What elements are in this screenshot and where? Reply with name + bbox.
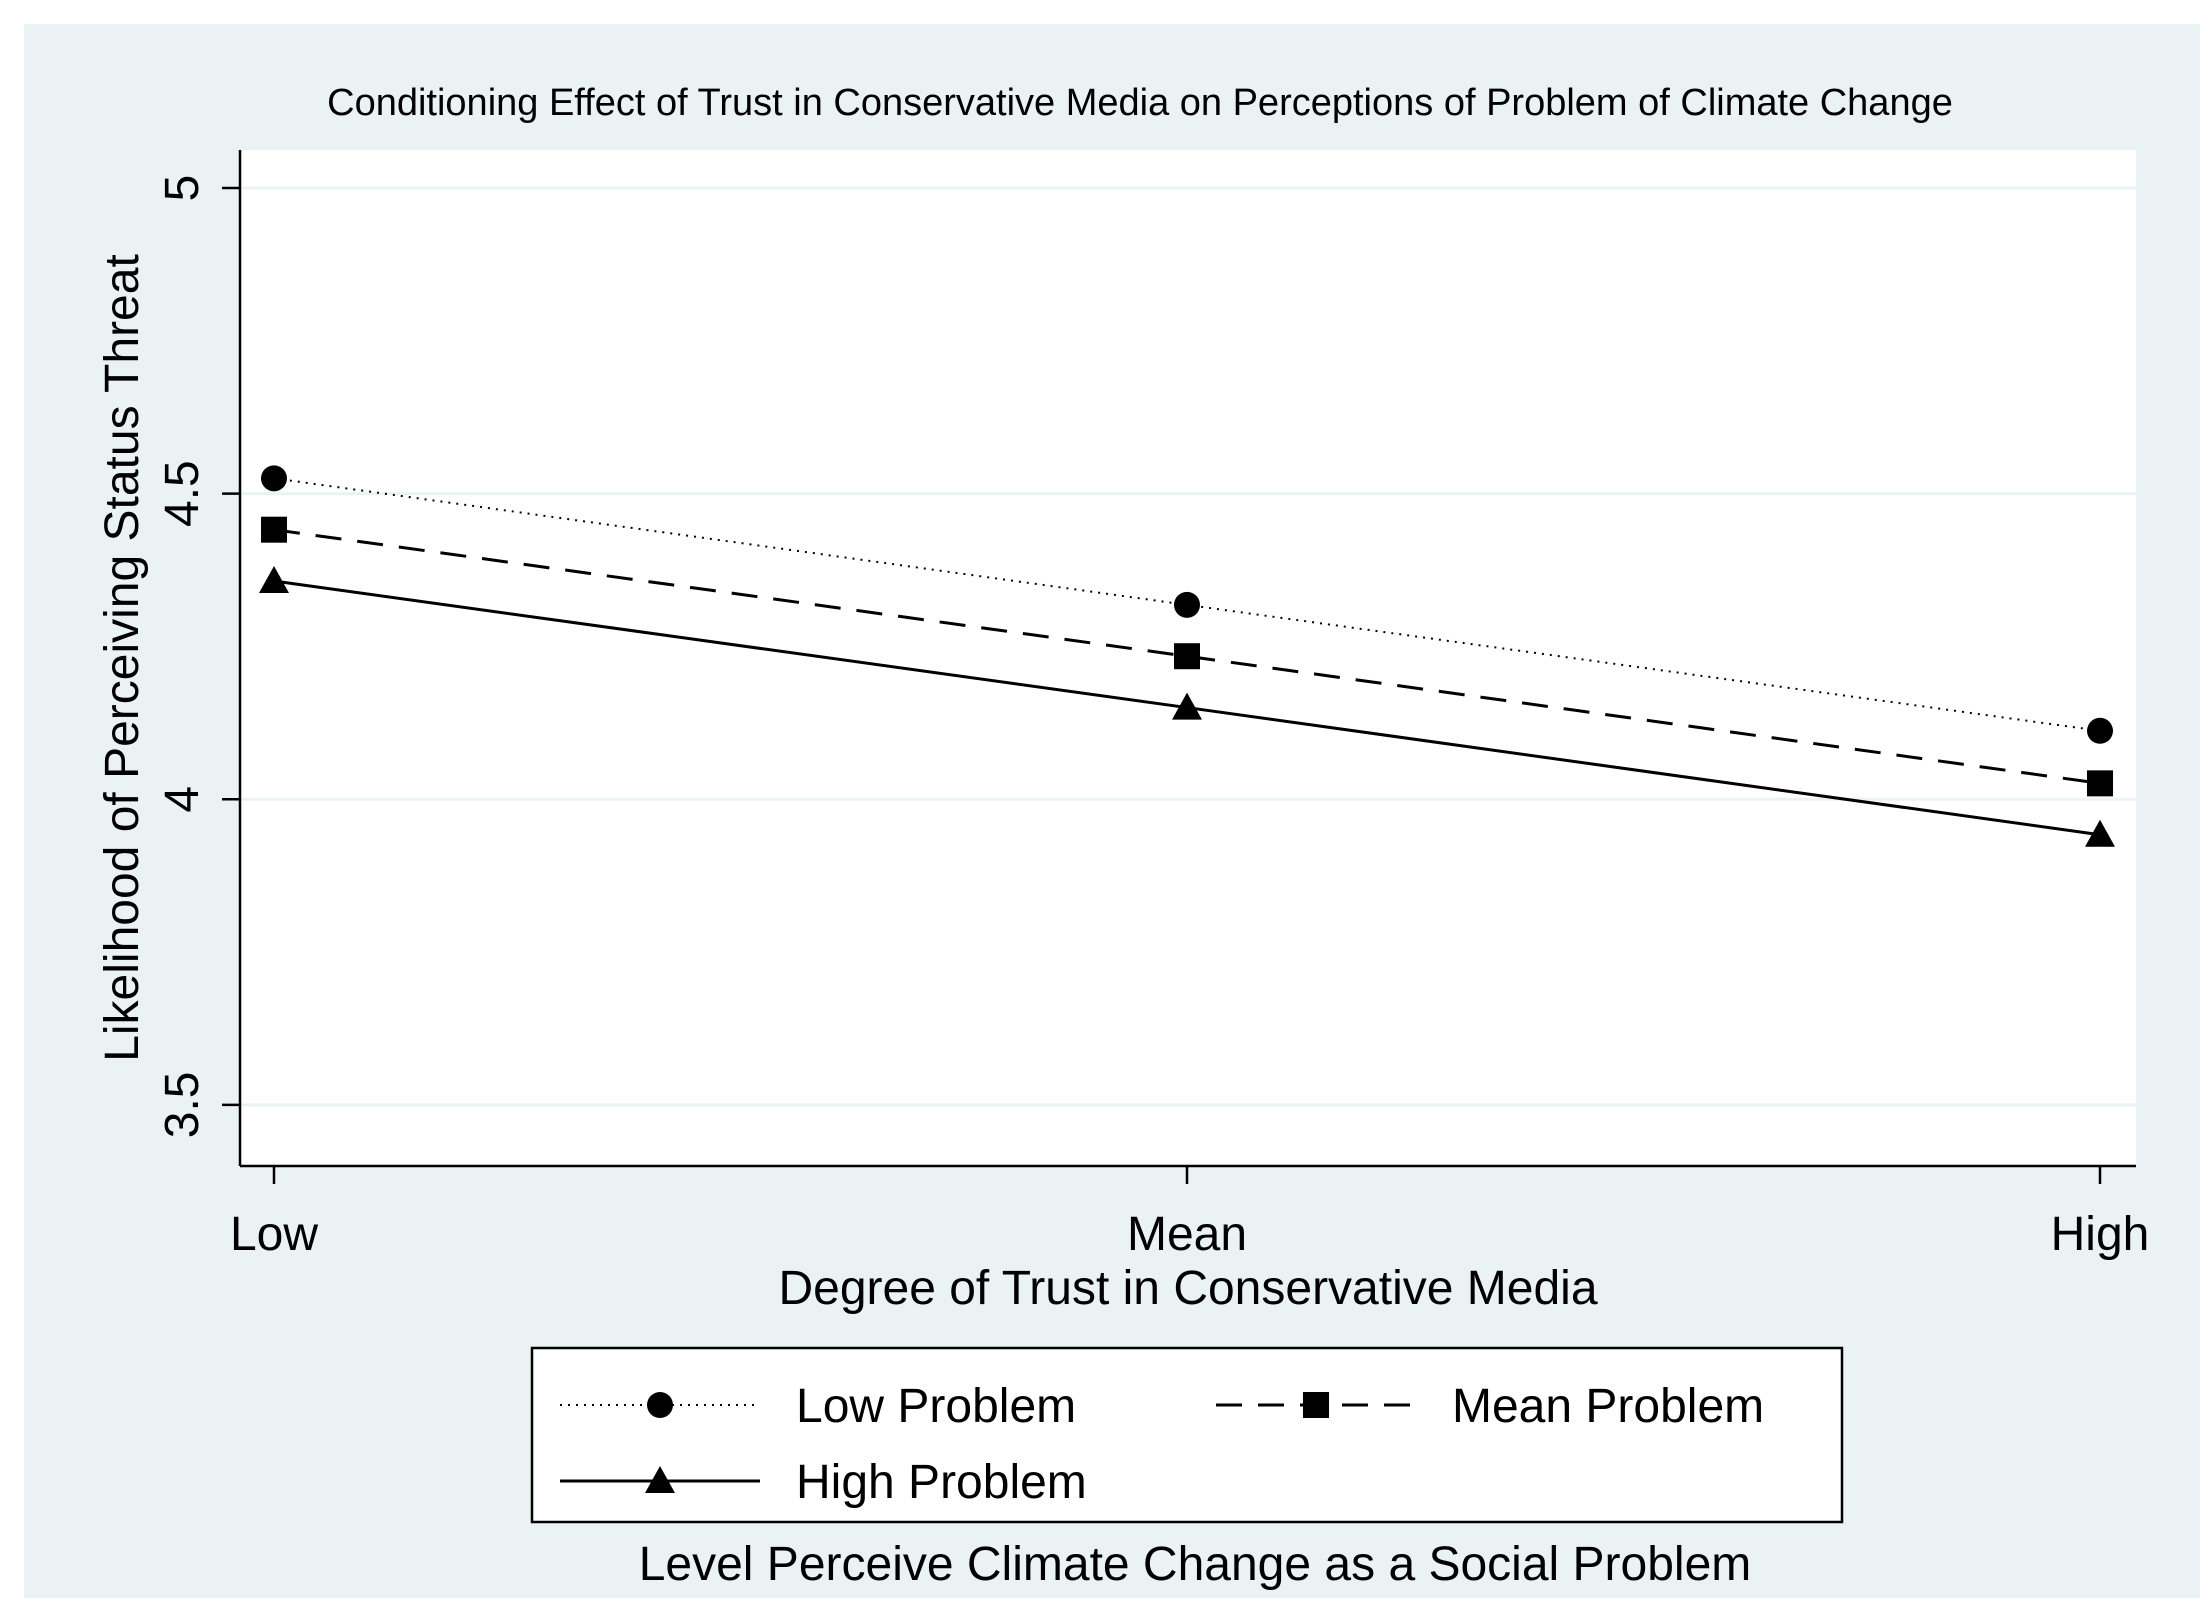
legend-items: Low Problem Mean Problem High Problem xyxy=(560,1380,1764,1509)
y-axis-label: Likelihood of Perceiving Status Threat xyxy=(96,254,149,1062)
legend-title: Level Perceive Climate Change as a Socia… xyxy=(639,1538,1752,1591)
series-low-problem xyxy=(261,465,2113,744)
legend-label: Mean Problem xyxy=(1452,1380,1764,1433)
series-mean-problem xyxy=(261,516,2113,797)
x-axis-label: Degree of Trust in Conservative Media xyxy=(778,1262,1597,1315)
legend-item-mean-problem: Mean Problem xyxy=(1216,1380,1764,1433)
legend: Low Problem Mean Problem High Problem xyxy=(530,1346,1844,1524)
data-point-mean-problem xyxy=(261,516,287,543)
legend-label: Low Problem xyxy=(796,1380,1076,1433)
tick-layer: 3.5 4 4.5 5 Low Mean High xyxy=(156,175,2149,1261)
x-tick-label: Low xyxy=(230,1208,318,1261)
legend-box xyxy=(530,1346,1844,1524)
y-tick-label: 3.5 xyxy=(156,1072,209,1139)
legend-item-high-problem: High Problem xyxy=(560,1456,1087,1509)
data-point-high-problem xyxy=(1172,692,1202,720)
legend-label: High Problem xyxy=(796,1456,1087,1509)
y-tick-label: 4.5 xyxy=(156,460,209,527)
x-tick-label: High xyxy=(2051,1208,2150,1261)
x-tick-label: Mean xyxy=(1127,1208,1247,1261)
legend-swatch-marker xyxy=(1303,1392,1329,1418)
gridlines xyxy=(240,186,2136,1107)
series-high-problem xyxy=(259,566,2115,847)
series-line-mean-problem xyxy=(273,528,2101,785)
data-point-low-problem xyxy=(2087,717,2113,744)
data-point-mean-problem xyxy=(1174,643,1200,670)
data-point-low-problem xyxy=(261,465,287,492)
y-tick-label: 5 xyxy=(156,175,209,202)
data-point-mean-problem xyxy=(2087,770,2113,797)
data-point-high-problem xyxy=(2085,819,2115,847)
legend-swatch-marker xyxy=(647,1392,673,1418)
legend-item-low-problem: Low Problem xyxy=(560,1380,1076,1433)
data-point-low-problem xyxy=(1174,591,1200,618)
chart-title: Conditioning Effect of Trust in Conserva… xyxy=(327,82,1953,124)
legend-swatch-marker xyxy=(645,1466,675,1493)
y-tick-label: 4 xyxy=(156,786,209,813)
series-layer xyxy=(259,465,2115,847)
data-point-high-problem xyxy=(259,566,289,594)
